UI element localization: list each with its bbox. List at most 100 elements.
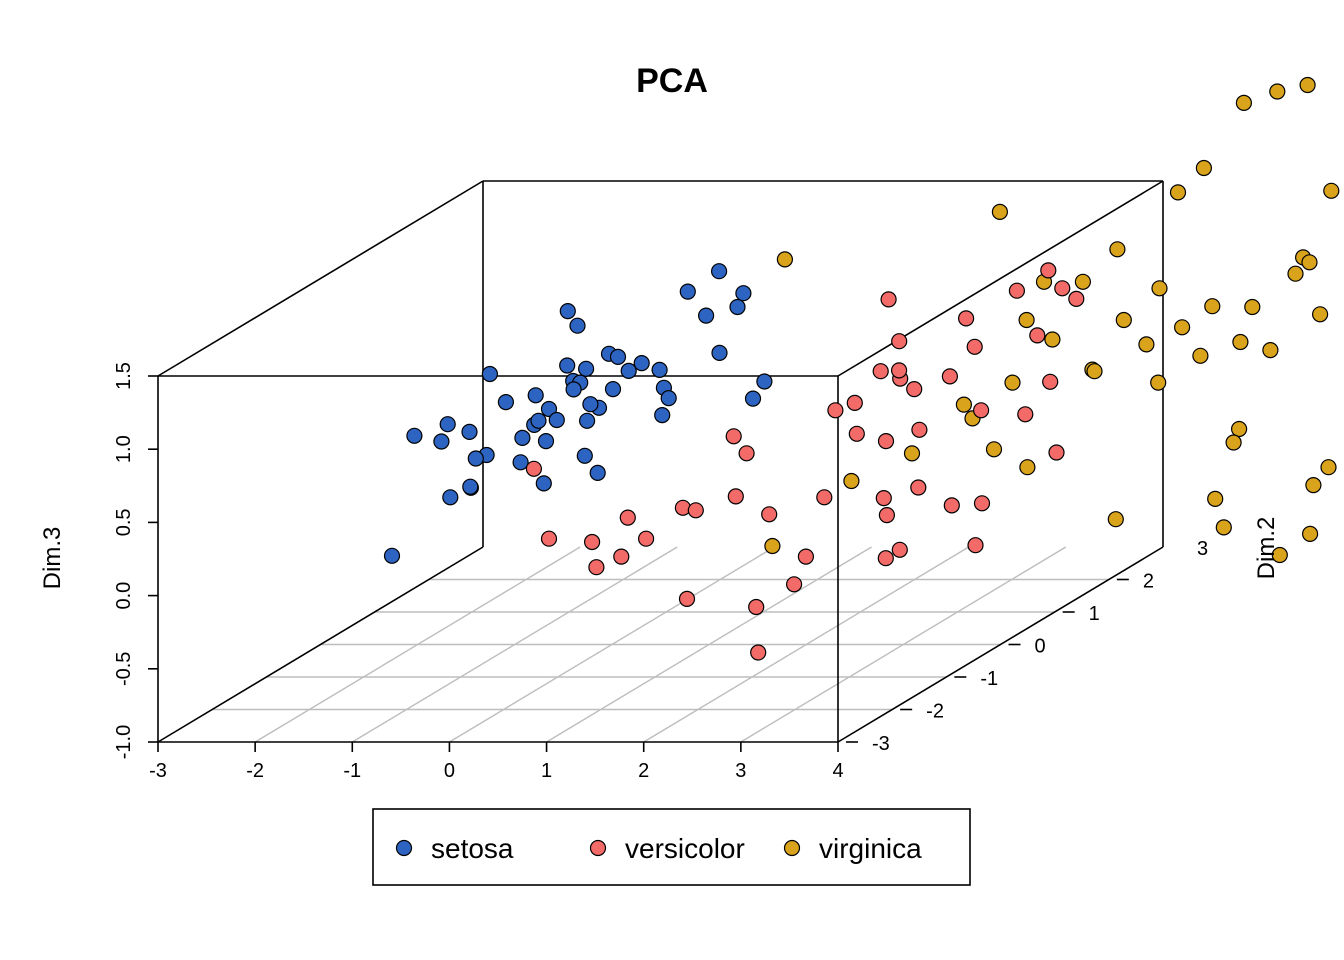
legend-marker-setosa <box>395 839 413 857</box>
point-virginica-24 <box>955 396 973 413</box>
point-versicolor-24 <box>540 530 558 547</box>
point-virginica-38 <box>1107 511 1124 528</box>
point-virginica-4 <box>1109 241 1126 258</box>
point-virginica-32 <box>1207 490 1224 507</box>
point-setosa-46 <box>535 475 552 492</box>
z-tick-label-3: 0.5 <box>113 508 135 536</box>
point-versicolor-29 <box>727 488 744 505</box>
point-setosa-11 <box>530 412 547 429</box>
point-versicolor-19 <box>1042 373 1059 390</box>
point-setosa-18 <box>582 396 599 413</box>
point-virginica-29 <box>843 472 860 490</box>
point-setosa-47 <box>589 464 606 481</box>
point-versicolor-16 <box>911 421 928 438</box>
point-versicolor-33 <box>910 479 927 496</box>
point-setosa-3 <box>481 365 498 383</box>
point-virginica-36 <box>1271 546 1288 564</box>
point-versicolor-36 <box>1048 444 1065 461</box>
point-virginica-6 <box>1235 94 1253 112</box>
x-tick-label-0: -3 <box>149 760 167 782</box>
z-tick-label-2: 0.0 <box>113 582 135 610</box>
point-versicolor-44 <box>678 590 696 608</box>
point-setosa-31 <box>710 263 728 280</box>
point-versicolor-10 <box>725 428 742 445</box>
point-virginica-22 <box>1086 363 1103 380</box>
point-versicolor-46 <box>748 598 765 616</box>
point-virginica-13 <box>1173 319 1191 336</box>
box-edge-8 <box>837 546 1164 743</box>
point-versicolor-4 <box>906 381 923 398</box>
point-virginica-23 <box>1004 374 1021 391</box>
point-virginica-7 <box>1269 83 1286 100</box>
point-setosa-45 <box>576 447 593 464</box>
y-tick-label-6: 3 <box>1197 538 1208 560</box>
point-versicolor-23 <box>1029 327 1046 344</box>
y-tick-label-1: -2 <box>926 701 944 723</box>
point-setosa-9 <box>514 429 531 446</box>
point-virginica-49 <box>1195 159 1213 177</box>
y-tick-label-2: -1 <box>980 668 998 690</box>
point-versicolor-5 <box>941 368 959 385</box>
point-virginica-3 <box>1018 311 1035 329</box>
point-versicolor-14 <box>848 425 865 442</box>
point-setosa-12 <box>540 400 558 418</box>
legend-label-setosa: setosa <box>431 833 514 864</box>
point-setosa-4 <box>461 423 478 440</box>
point-setosa-36 <box>559 357 576 374</box>
point-virginica-37 <box>1301 525 1319 543</box>
point-setosa-43 <box>512 454 529 471</box>
point-versicolor-12 <box>827 402 844 419</box>
data-points <box>383 76 1340 661</box>
point-virginica-1 <box>991 203 1009 220</box>
point-versicolor-0 <box>880 291 897 308</box>
point-virginica-34 <box>1305 477 1322 494</box>
point-versicolor-15 <box>877 433 895 450</box>
legend-box <box>372 808 971 886</box>
point-virginica-47 <box>1151 280 1168 297</box>
legend: setosa versicolor virginica <box>372 808 971 886</box>
point-versicolor-22 <box>1008 282 1026 299</box>
point-virginica-16 <box>1287 265 1304 282</box>
point-versicolor-38 <box>613 548 630 565</box>
point-setosa-35 <box>744 390 762 407</box>
x-tick-label-2: -1 <box>343 760 361 782</box>
point-setosa-26 <box>651 361 668 378</box>
point-versicolor-43 <box>750 644 767 661</box>
point-virginica-30 <box>1230 420 1248 438</box>
point-setosa-33 <box>729 298 746 316</box>
point-setosa-30 <box>679 283 696 300</box>
point-versicolor-8 <box>1054 280 1071 297</box>
point-virginica-35 <box>1320 459 1337 476</box>
point-setosa-15 <box>565 381 582 398</box>
point-versicolor-6 <box>966 338 983 355</box>
x-tick-label-6: 3 <box>735 760 746 782</box>
point-versicolor-28 <box>687 502 704 519</box>
z-tick-label-1: -0.5 <box>113 652 135 686</box>
point-virginica-44 <box>1115 311 1132 329</box>
legend-label-versicolor: versicolor <box>625 833 745 864</box>
point-setosa-13 <box>577 360 595 377</box>
box-edge-9 <box>157 180 484 377</box>
point-versicolor-21 <box>957 310 975 327</box>
point-virginica-9 <box>1323 182 1340 199</box>
point-setosa-16 <box>548 411 565 429</box>
plot-box <box>157 180 1164 743</box>
y-tick-label-0: -3 <box>872 733 890 755</box>
x-tick-label-3: 0 <box>444 760 455 782</box>
point-versicolor-31 <box>816 489 833 506</box>
axis-ticks: -3 -2 -1 0 1 2 3 4 -1.0 -0.5 0.0 0.5 1.0 1.5 -3 -2 -1 0 1 2… <box>113 362 1208 782</box>
point-setosa-7 <box>467 450 484 467</box>
point-setosa-25 <box>569 317 586 334</box>
x-tick-label-7: 4 <box>832 760 843 782</box>
point-setosa-34 <box>756 373 773 390</box>
point-setosa-20 <box>604 381 622 398</box>
chart-title: PCA <box>636 62 708 100</box>
point-virginica-27 <box>1019 459 1036 476</box>
point-setosa-39 <box>383 547 401 564</box>
point-virginica-15 <box>1232 333 1249 351</box>
point-versicolor-45 <box>525 460 543 477</box>
y-tick-label-3: 0 <box>1035 636 1046 658</box>
point-virginica-31 <box>1225 434 1242 451</box>
point-virginica-21 <box>1044 331 1061 348</box>
